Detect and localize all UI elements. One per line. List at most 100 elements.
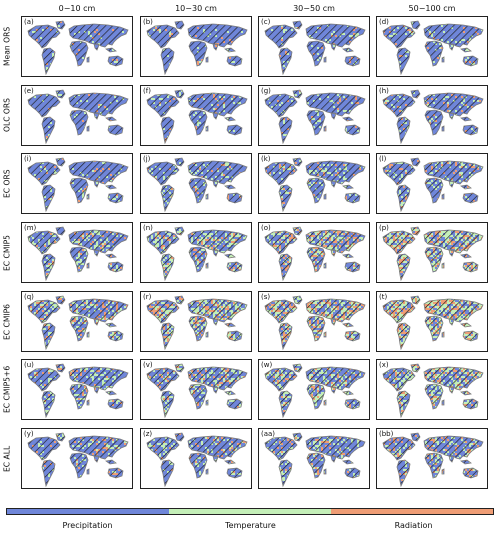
coastline (68, 92, 129, 117)
column-header-0: 0−10 cm (58, 4, 96, 13)
coastline (187, 366, 248, 391)
coastline (27, 24, 61, 49)
panel-label: (d) (379, 18, 389, 26)
coastline (396, 47, 411, 76)
coastline (41, 253, 56, 282)
coastline (27, 299, 61, 324)
coastline (86, 399, 90, 406)
coastline (342, 184, 354, 190)
coastline (226, 330, 243, 342)
panel-label: (k) (261, 155, 271, 163)
map-panel: (z) (140, 428, 252, 489)
row-header-0: Mean ORS (2, 26, 12, 67)
map-panel: (d) (376, 16, 488, 77)
legend-label-temperature: Temperature (225, 521, 276, 530)
coastline (342, 459, 354, 465)
coastline (174, 295, 185, 305)
coastline (382, 436, 416, 461)
coastline (323, 56, 327, 63)
panel-label: (t) (379, 293, 388, 301)
coastline (224, 116, 236, 122)
coastline (187, 23, 248, 48)
coastline (264, 299, 298, 324)
map-panel: (j) (140, 153, 252, 214)
coastline (205, 399, 209, 406)
coastline (342, 322, 354, 328)
coastline (410, 295, 421, 305)
column-header-3: 50−100 cm (408, 4, 456, 13)
coastline (306, 315, 326, 342)
row-header-4: EC CMIP6 (2, 303, 12, 340)
row-header-3: EC CMIP5 (2, 234, 12, 271)
coastline (396, 322, 411, 351)
panel-label: (e) (24, 87, 34, 95)
coastline (441, 125, 445, 132)
world-map (382, 295, 484, 351)
coastline (212, 43, 219, 51)
coastline (41, 116, 56, 145)
coastline (292, 226, 303, 236)
coastline (306, 383, 326, 410)
world-map (264, 89, 366, 145)
coastline (423, 435, 484, 460)
coastline (212, 386, 219, 394)
coastline (342, 47, 354, 53)
coastline (93, 455, 100, 463)
coastline (69, 246, 89, 273)
panel-label: (l) (379, 155, 387, 163)
coastline (305, 160, 366, 185)
map-panel: (r) (140, 291, 252, 352)
coastline (423, 92, 484, 117)
coastline (264, 367, 298, 392)
map-panel: (k) (258, 153, 370, 214)
coastline (462, 124, 479, 136)
coastline (423, 229, 484, 254)
coastline (105, 184, 117, 190)
coastline (212, 249, 219, 257)
coastline (160, 253, 175, 282)
map-panel: (o) (258, 222, 370, 283)
coastline (160, 184, 175, 213)
coastline (93, 112, 100, 120)
coastline (323, 399, 327, 406)
coastline (424, 315, 444, 342)
coastline (396, 390, 411, 419)
world-map (264, 363, 366, 419)
coastline (410, 226, 421, 236)
coastline (278, 459, 293, 488)
coastline (146, 93, 180, 118)
coastline (86, 331, 90, 338)
coastline (68, 366, 129, 391)
coastline (107, 330, 124, 342)
coastline (212, 112, 219, 120)
coastline (93, 386, 100, 394)
coastline (344, 261, 361, 273)
coastline (410, 432, 421, 442)
coastline (448, 43, 455, 51)
coastline (460, 322, 472, 328)
coastline (107, 398, 124, 410)
coastline (448, 112, 455, 120)
coastline (55, 295, 66, 305)
map-panel: (bb) (376, 428, 488, 489)
coastline (55, 432, 66, 442)
coastline (68, 298, 129, 323)
coastline (93, 318, 100, 326)
coastline (188, 315, 208, 342)
coastline (441, 56, 445, 63)
coastline (55, 226, 66, 236)
panel-label: (m) (24, 224, 37, 232)
coastline (292, 432, 303, 442)
legend-colorbar (6, 508, 494, 515)
panel-label: (v) (143, 361, 153, 369)
panel-label: (p) (379, 224, 389, 232)
coastline (305, 92, 366, 117)
coastline (460, 47, 472, 53)
coastline (188, 109, 208, 136)
coastline (330, 112, 337, 120)
legend-label-radiation: Radiation (394, 521, 433, 530)
coastline (424, 109, 444, 136)
world-map (264, 226, 366, 282)
coastline (69, 315, 89, 342)
coastline (224, 459, 236, 465)
